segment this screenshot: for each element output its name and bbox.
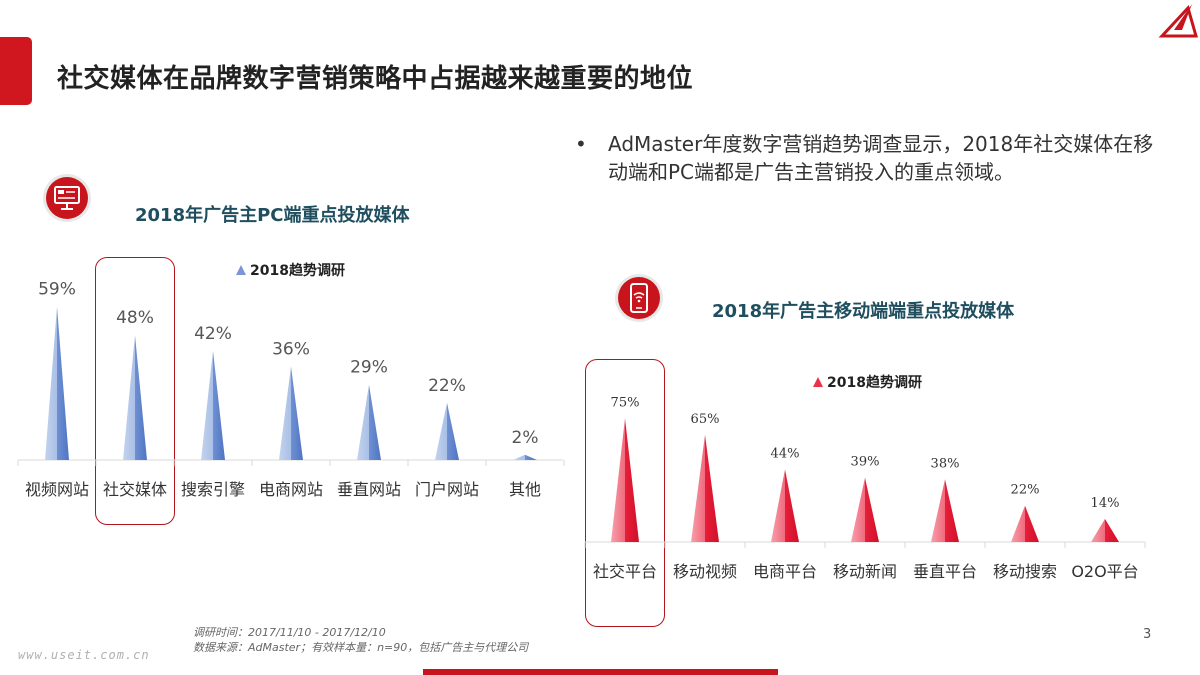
footnote-survey-period: 调研时间：2017/11/10 - 2017/12/10 (193, 626, 386, 639)
pc-bar (357, 384, 381, 460)
summary-text: AdMaster年度数字营销趋势调查显示，2018年社交媒体在移动端和PC端都是… (608, 132, 1154, 184)
mobile-bar (1011, 505, 1039, 542)
legend-label: 2018趋势调研 (827, 375, 922, 391)
mobile-category-label: 电商平台 (753, 562, 817, 581)
pc-value-label: 48% (116, 308, 154, 328)
desktop-monitor-icon (43, 174, 91, 222)
mobile-value-label: 22% (1011, 483, 1040, 498)
legend-swatch (813, 377, 823, 387)
pc-category-label: 社交媒体 (103, 480, 167, 499)
pc-value-label: 42% (194, 324, 232, 344)
mobile-value-label: 75% (611, 395, 640, 410)
pc-category-label: 电商网站 (259, 480, 323, 499)
mobile-chart-title: 2018年广告主移动端端重点投放媒体 (712, 301, 1015, 322)
pc-bar (513, 454, 537, 460)
pc-value-label: 59% (38, 280, 76, 300)
mobile-bar (851, 477, 879, 542)
smartphone-wifi-icon (615, 274, 663, 322)
pc-value-label: 22% (428, 376, 466, 396)
mobile-category-label: 移动新闻 (833, 562, 897, 581)
summary-bullet: • AdMaster年度数字营销趋势调查显示，2018年社交媒体在移动端和PC端… (575, 130, 1165, 186)
mobile-bar (611, 418, 639, 542)
pc-category-label: 其他 (509, 480, 541, 499)
highlight-social-platform (585, 359, 665, 627)
pc-value-label: 2% (512, 428, 539, 448)
mobile-bar (771, 469, 799, 542)
footnote-source: 数据来源：AdMaster；有效样本量：n=90，包括广告主与代理公司 (193, 641, 529, 654)
mobile-value-label: 38% (931, 456, 960, 471)
pc-category-label: 视频网站 (25, 480, 89, 499)
mobile-value-label: 65% (691, 412, 720, 427)
bullet-marker: • (575, 132, 587, 156)
legend-swatch (236, 265, 246, 275)
mobile-category-label: 社交平台 (593, 562, 657, 581)
mobile-category-label: O2O平台 (1071, 562, 1138, 581)
pc-value-label: 36% (272, 339, 310, 359)
mobile-bar (691, 434, 719, 542)
page-number: 3 (1143, 627, 1152, 642)
brand-logo-icon (1158, 4, 1198, 38)
pc-value-label: 29% (350, 358, 388, 378)
mobile-category-label: 移动视频 (673, 562, 737, 581)
mobile-bar (1091, 518, 1119, 542)
legend-label: 2018趋势调研 (250, 263, 345, 279)
pc-category-label: 门户网站 (415, 480, 479, 499)
pc-bar (123, 335, 147, 460)
mobile-chart-legend: 2018趋势调研 (813, 372, 922, 392)
footnote: 调研时间：2017/11/10 - 2017/12/10 数据来源：AdMast… (193, 625, 528, 655)
mobile-category-label: 垂直平台 (913, 562, 977, 581)
mobile-value-label: 39% (851, 455, 880, 470)
pc-category-label: 搜索引擎 (181, 480, 245, 499)
pc-category-label: 垂直网站 (337, 480, 401, 499)
pc-bar (279, 366, 303, 460)
mobile-value-label: 44% (771, 446, 800, 461)
mobile-category-label: 移动搜索 (993, 562, 1057, 581)
mobile-bar (931, 479, 959, 542)
pc-bar (435, 402, 459, 460)
highlight-social-media (95, 257, 175, 525)
pc-bar (45, 306, 69, 460)
page-title: 社交媒体在品牌数字营销策略中占据越来越重要的地位 (57, 64, 694, 94)
pc-bar (201, 350, 225, 460)
pc-chart-title: 2018年广告主PC端重点投放媒体 (135, 205, 410, 226)
watermark: www.useit.com.cn (18, 648, 150, 662)
title-accent-bar (0, 37, 32, 105)
bottom-accent-bar (423, 669, 778, 675)
mobile-value-label: 14% (1091, 496, 1120, 511)
pc-chart-legend: 2018趋势调研 (236, 260, 345, 280)
